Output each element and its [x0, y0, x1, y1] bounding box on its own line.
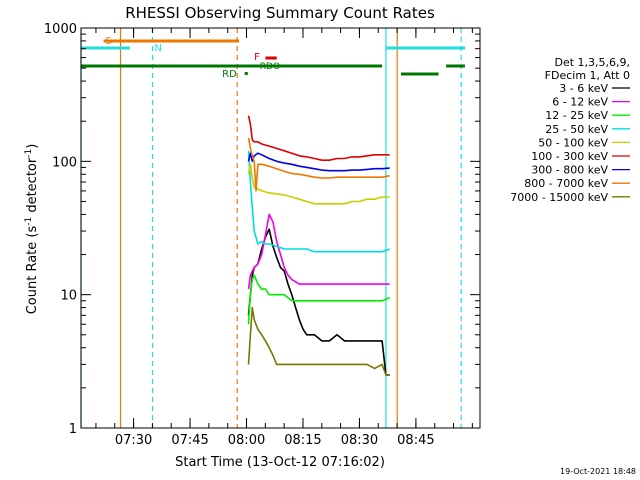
y-label-part-c: detector [25, 157, 40, 217]
legend-header-line-1: Det 1,3,5,6,9, [554, 56, 630, 69]
x-tick-label-4: 08:30 [341, 433, 378, 448]
legend-label-1: 6 - 12 keV [552, 96, 608, 109]
series-line-7 [247, 137, 390, 192]
series-line-0 [247, 228, 390, 376]
series-line-5 [247, 115, 390, 161]
rd-marker [244, 72, 248, 75]
flag-label-rd: RD [222, 69, 237, 80]
series-line-2 [247, 274, 391, 325]
series-layer [247, 115, 391, 376]
flag-label-n: N [154, 43, 161, 54]
series-line-1 [247, 213, 390, 290]
legend-label-3: 25 - 50 keV [545, 123, 608, 136]
legend-label-4: 50 - 100 keV [538, 136, 608, 149]
x-axis-label: Start Time (13-Oct-12 07:16:02) [175, 455, 385, 470]
x-tick-label-1: 07:45 [171, 433, 208, 448]
y-label-part-a: Count Rate (s [25, 226, 40, 315]
x-tick-label-2: 08:00 [228, 433, 265, 448]
legend-label-6: 300 - 800 keV [531, 164, 608, 177]
flag-label-rdo: RDO [260, 62, 280, 72]
chart-title: RHESSI Observing Summary Count Rates [125, 4, 435, 22]
plot-frame [80, 27, 481, 429]
footer-timestamp: 19-Oct-2021 18:48 [560, 467, 636, 476]
legend-label-0: 3 - 6 keV [559, 82, 608, 95]
y-tick-label-3: 1000 [44, 22, 77, 37]
flag-label-f: F [254, 52, 260, 63]
legend-label-8: 7000 - 15000 keV [510, 191, 608, 204]
series-line-3 [247, 150, 390, 253]
legend-label-2: 12 - 25 keV [545, 109, 608, 122]
x-tick-label-0: 07:30 [115, 433, 152, 448]
y-axis-label: Count Rate (s-1 detector-1) [24, 144, 40, 315]
y-tick-label-0: 1 [69, 422, 77, 437]
series-line-6 [247, 152, 390, 172]
y-label-part-e: ) [25, 144, 40, 149]
y-tick-label-1: 10 [60, 289, 77, 304]
y-tick-label-2: 100 [52, 155, 77, 170]
y-label-sup-2: -1 [24, 149, 34, 158]
x-tick-label-5: 08:45 [397, 433, 434, 448]
flag-label-s: S [105, 36, 111, 47]
x-tick-label-3: 08:15 [284, 433, 321, 448]
axes: 1 10 100 1000 07:30 07:45 08:00 08:15 08:30 08:45 [44, 22, 481, 448]
legend: Det 1,3,5,6,9, FDecim 1, Att 0 3 - 6 keV… [510, 56, 630, 204]
legend-label-7: 800 - 7000 keV [524, 177, 608, 190]
y-label-sup-1: -1 [24, 217, 34, 226]
legend-label-5: 100 - 300 keV [531, 150, 608, 163]
series-line-8 [247, 306, 390, 376]
legend-header-line-2: FDecim 1, Att 0 [545, 69, 630, 82]
